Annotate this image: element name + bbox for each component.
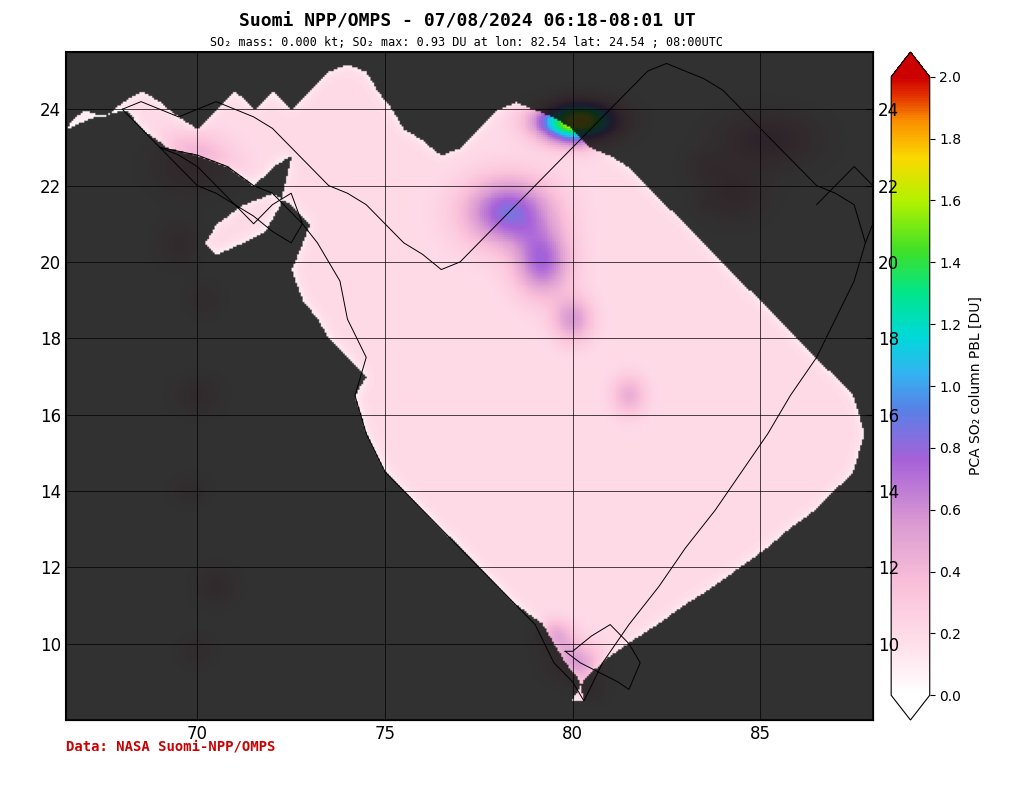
Text: Data: NASA Suomi-NPP/OMPS: Data: NASA Suomi-NPP/OMPS: [66, 740, 275, 754]
Text: Suomi NPP/OMPS - 07/08/2024 06:18-08:01 UT: Suomi NPP/OMPS - 07/08/2024 06:18-08:01 …: [239, 12, 695, 30]
PathPatch shape: [891, 52, 930, 77]
Y-axis label: PCA SO₂ column PBL [DU]: PCA SO₂ column PBL [DU]: [968, 297, 983, 475]
PathPatch shape: [891, 695, 930, 720]
Text: SO₂ mass: 0.000 kt; SO₂ max: 0.93 DU at lon: 82.54 lat: 24.54 ; 08:00UTC: SO₂ mass: 0.000 kt; SO₂ max: 0.93 DU at …: [210, 36, 724, 49]
